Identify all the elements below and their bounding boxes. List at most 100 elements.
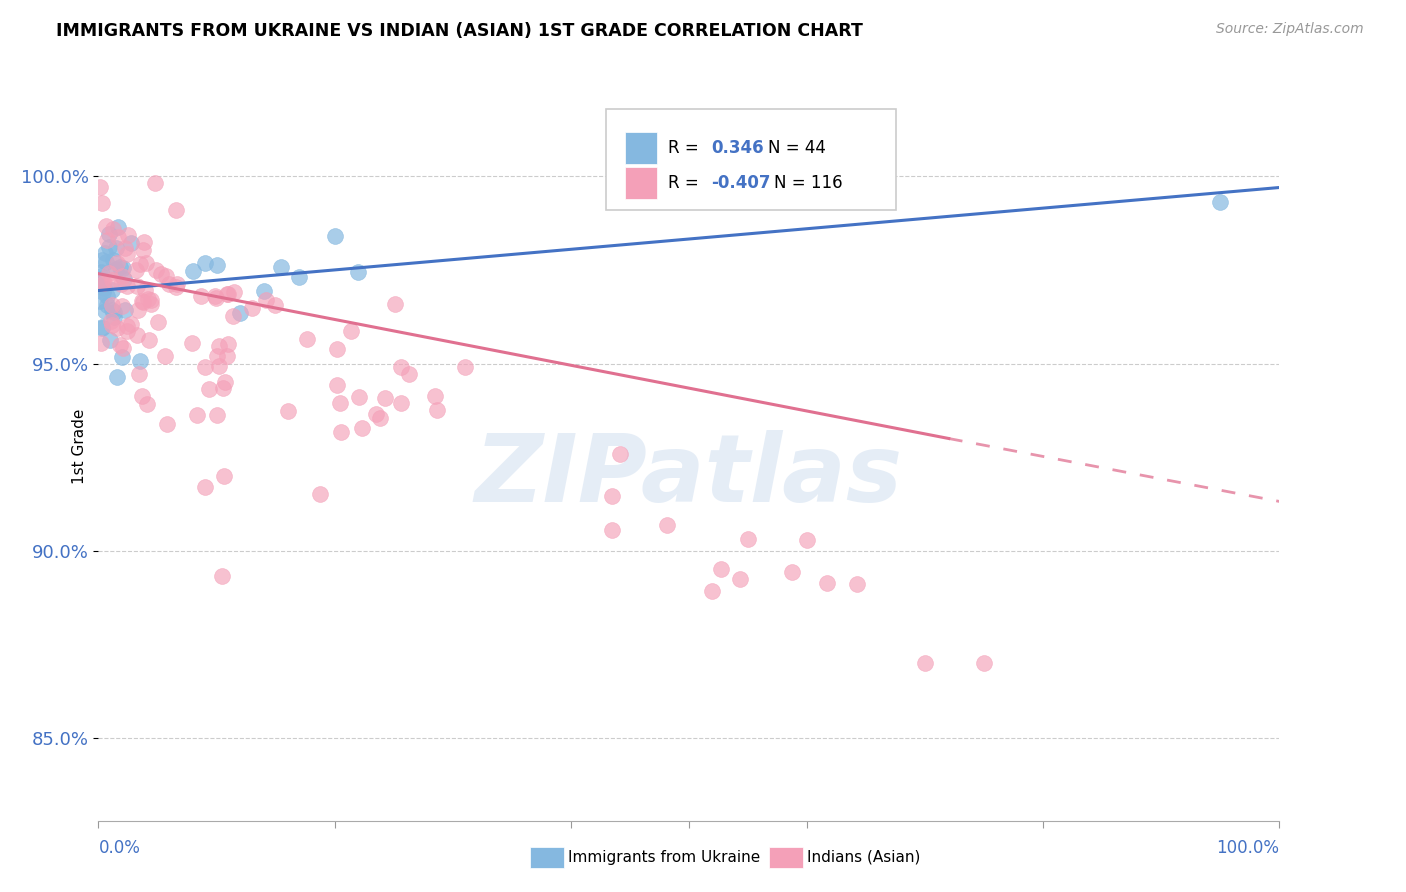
Point bbox=[108, 338, 131, 352]
Point bbox=[326, 377, 349, 392]
Point bbox=[112, 341, 135, 355]
Point bbox=[180, 336, 202, 351]
Point bbox=[131, 293, 153, 308]
Point bbox=[270, 260, 292, 274]
Point bbox=[165, 279, 187, 293]
Point bbox=[138, 292, 160, 306]
Point bbox=[211, 568, 233, 582]
Point bbox=[426, 402, 449, 417]
Text: Immigrants from Ukraine: Immigrants from Ukraine bbox=[568, 850, 761, 864]
Point bbox=[101, 252, 124, 267]
Point bbox=[96, 219, 118, 234]
Point bbox=[89, 179, 111, 194]
Point bbox=[91, 285, 114, 299]
Point bbox=[155, 268, 177, 283]
Point bbox=[229, 306, 252, 320]
Point bbox=[134, 284, 156, 298]
Point bbox=[389, 360, 412, 375]
Point bbox=[253, 285, 276, 299]
Point bbox=[914, 657, 936, 671]
Point bbox=[117, 279, 139, 293]
Point bbox=[101, 318, 124, 332]
Point bbox=[90, 196, 112, 211]
Point bbox=[205, 408, 228, 422]
Point bbox=[93, 281, 115, 295]
Point bbox=[125, 327, 148, 342]
Point bbox=[295, 333, 318, 347]
FancyBboxPatch shape bbox=[626, 132, 657, 164]
Point bbox=[105, 256, 128, 270]
Point bbox=[101, 283, 124, 297]
Point bbox=[398, 368, 420, 382]
Point bbox=[288, 269, 311, 284]
Point bbox=[90, 265, 112, 279]
Point bbox=[91, 320, 114, 334]
Point bbox=[204, 288, 226, 302]
Point bbox=[101, 273, 124, 287]
Point bbox=[159, 277, 181, 291]
Point bbox=[114, 303, 136, 318]
Point bbox=[96, 298, 118, 312]
Point bbox=[136, 397, 159, 411]
Point bbox=[796, 533, 818, 547]
Text: N = 116: N = 116 bbox=[773, 174, 842, 192]
Point bbox=[89, 293, 111, 308]
Point bbox=[340, 325, 363, 339]
Point bbox=[129, 257, 152, 271]
Point bbox=[309, 487, 332, 501]
Text: R =: R = bbox=[668, 139, 703, 157]
Point bbox=[208, 338, 231, 352]
Point bbox=[112, 272, 135, 286]
Point bbox=[94, 246, 117, 260]
Point bbox=[115, 318, 138, 333]
Point bbox=[127, 302, 149, 317]
Point bbox=[845, 576, 868, 591]
Point bbox=[364, 407, 387, 421]
Point bbox=[105, 321, 128, 335]
Point bbox=[114, 242, 136, 256]
Point bbox=[277, 404, 299, 418]
FancyBboxPatch shape bbox=[606, 109, 896, 210]
Point bbox=[263, 298, 285, 312]
Point bbox=[112, 261, 135, 276]
Point bbox=[329, 396, 352, 410]
Point bbox=[198, 382, 221, 396]
Point bbox=[110, 277, 132, 292]
Point bbox=[94, 303, 117, 318]
Point bbox=[132, 244, 155, 258]
Point bbox=[215, 350, 238, 364]
Point bbox=[101, 221, 124, 235]
Point bbox=[120, 236, 142, 251]
Point bbox=[254, 293, 277, 307]
Text: 0.346: 0.346 bbox=[711, 139, 763, 157]
Point bbox=[222, 309, 245, 323]
Point bbox=[330, 425, 353, 440]
Point bbox=[205, 349, 228, 363]
Point bbox=[214, 375, 236, 389]
Point bbox=[132, 295, 155, 310]
Point bbox=[98, 240, 121, 254]
Point bbox=[156, 417, 179, 431]
Point bbox=[135, 256, 157, 270]
Point bbox=[134, 235, 156, 249]
Point bbox=[194, 255, 217, 269]
Point bbox=[389, 395, 412, 409]
Point bbox=[105, 370, 128, 384]
Point bbox=[108, 260, 131, 275]
Point bbox=[125, 263, 148, 277]
Point bbox=[205, 258, 228, 272]
Point bbox=[165, 202, 187, 217]
Point bbox=[93, 276, 115, 290]
Point bbox=[973, 657, 995, 671]
Point bbox=[100, 314, 122, 328]
Point bbox=[350, 421, 373, 435]
Point bbox=[609, 446, 631, 460]
Point bbox=[131, 389, 153, 403]
Point bbox=[105, 262, 128, 277]
Point bbox=[700, 584, 723, 599]
Point bbox=[190, 289, 212, 303]
Point bbox=[120, 317, 142, 331]
Text: IMMIGRANTS FROM UKRAINE VS INDIAN (ASIAN) 1ST GRADE CORRELATION CHART: IMMIGRANTS FROM UKRAINE VS INDIAN (ASIAN… bbox=[56, 22, 863, 40]
Point bbox=[224, 285, 246, 299]
Point bbox=[217, 336, 239, 351]
